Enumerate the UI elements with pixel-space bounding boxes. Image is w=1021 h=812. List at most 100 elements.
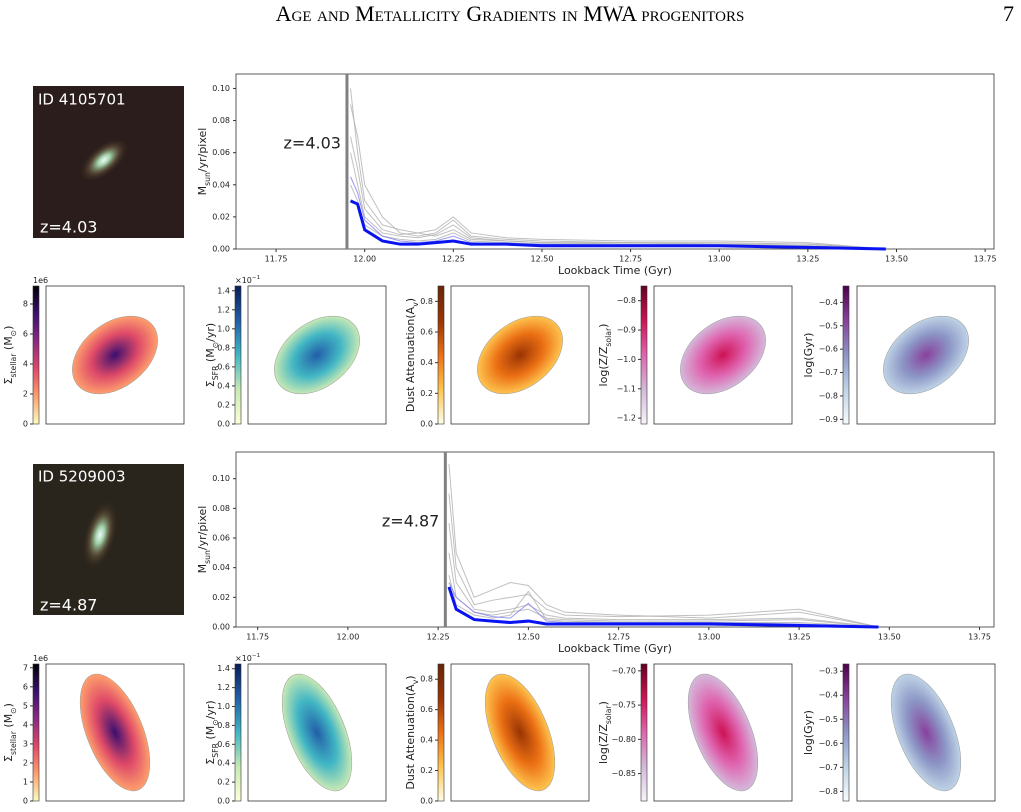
offset-label: 1e6 xyxy=(33,654,48,663)
colorbar-tick-label: 2 xyxy=(23,390,28,399)
colorbar xyxy=(437,285,445,425)
series-line xyxy=(350,136,886,250)
y-tick-label: 0.02 xyxy=(212,212,230,221)
y-tick-label: 0.06 xyxy=(212,534,230,543)
colorbar-tick-label: 7 xyxy=(23,663,28,672)
colorbar-label-part: ) xyxy=(404,675,417,679)
colorbar-label-part: SFR xyxy=(211,365,220,380)
colorbar-tick-label: 0.2 xyxy=(420,766,433,775)
colorbar-tick-label: 0.4 xyxy=(217,759,230,768)
colorbar-label: ΣSFR (M⊙/yr) xyxy=(204,323,220,387)
colorbar-tick-label: 0.6 xyxy=(420,328,433,337)
colorbar-tick-label: 5 xyxy=(23,701,28,710)
y-tick-label: 0.00 xyxy=(212,245,230,254)
colorbar-label-part: ) xyxy=(404,298,417,302)
x-tick-label: 12.00 xyxy=(336,633,359,642)
galaxy-image: ID 5209003 z=4.87 xyxy=(33,464,184,615)
colorbar-label-part: solar xyxy=(604,327,613,347)
colorbar-tick-label: 1.0 xyxy=(217,702,230,711)
colorbar-tick-label: 0.6 xyxy=(420,705,433,714)
x-axis-label: Lookback Time (Gyr) xyxy=(558,264,672,277)
series-line xyxy=(448,463,879,628)
colorbar-tick-label: 0 xyxy=(23,797,28,806)
colorbar-label-part: ⊙ xyxy=(211,342,220,348)
x-tick-label: 12.50 xyxy=(531,255,554,264)
colorbar-tick-label: −0.3 xyxy=(819,667,838,676)
series-line xyxy=(448,582,879,628)
y-tick-label: 0.00 xyxy=(212,623,230,632)
colorbar-label-part: (M xyxy=(2,714,15,731)
colorbar-label-part: ) xyxy=(597,701,610,705)
colorbar-tick-label: 0.0 xyxy=(217,420,230,429)
x-tick-label: 13.75 xyxy=(968,633,991,642)
colorbar-tick-label: −0.85 xyxy=(611,769,636,778)
y-axis-label-part: sun xyxy=(203,550,212,564)
colorbar-tick-label: 2 xyxy=(23,758,28,767)
x-axis-label: Lookback Time (Gyr) xyxy=(558,642,672,655)
x-tick-label: 11.75 xyxy=(265,255,288,264)
x-tick-label: 13.50 xyxy=(878,633,901,642)
y-axis-label: Msun/yr/pixel xyxy=(196,506,212,574)
colorbar-tick-label: 1.2 xyxy=(217,683,230,692)
colorbar-label-part: (M xyxy=(204,348,217,365)
colorbar-tick-label: −0.8 xyxy=(819,391,838,400)
y-tick-label: 0.10 xyxy=(212,474,230,483)
y-tick-label: 0.08 xyxy=(212,116,230,125)
colorbar-tick-label: 0.8 xyxy=(420,297,433,306)
series-line xyxy=(448,523,879,628)
x-tick-label: 13.75 xyxy=(974,255,997,264)
map-image xyxy=(274,315,360,395)
colorbar-label-part: ⊙ xyxy=(9,330,18,336)
x-tick-label: 13.00 xyxy=(708,255,731,264)
x-tick-label: 12.75 xyxy=(619,255,642,264)
y-tick-label: 0.02 xyxy=(212,593,230,602)
colorbar-label: Σstellar (M⊙) xyxy=(2,703,18,762)
colorbar xyxy=(842,663,850,802)
colorbar-label-part: /yr) xyxy=(204,323,217,342)
galaxy-redshift: z=4.03 xyxy=(40,218,97,237)
plot-frame xyxy=(235,73,995,250)
colorbar xyxy=(234,285,242,425)
galaxy-redshift: z=4.87 xyxy=(40,596,97,615)
colorbar-tick-label: −1.0 xyxy=(617,355,636,364)
colorbar-tick-label: 0.2 xyxy=(217,778,230,787)
colorbar xyxy=(640,663,648,802)
colorbar-label-part: log(Z/Z xyxy=(597,346,610,386)
map-image xyxy=(890,673,962,792)
redshift-annotation: z=4.87 xyxy=(382,512,439,531)
colorbar-tick-label: 0.2 xyxy=(217,400,230,409)
colorbar-tick-label: −0.5 xyxy=(819,321,838,330)
series-line xyxy=(350,104,886,250)
colorbar-tick-label: −0.7 xyxy=(819,763,838,772)
colorbar-tick-label: 1 xyxy=(23,777,28,786)
colorbar-label: ΣSFR (M⊙/yr) xyxy=(204,700,220,764)
colorbar-label-part: (M xyxy=(204,726,217,743)
colorbar-tick-label: −0.75 xyxy=(611,701,636,710)
colorbar xyxy=(640,285,648,425)
colorbar-label-part: SFR xyxy=(211,742,220,757)
map-image xyxy=(72,315,158,395)
colorbar-label-part: v xyxy=(411,679,420,684)
colorbar-tick-label: 0.8 xyxy=(217,343,230,352)
series-line xyxy=(350,152,886,250)
colorbar-label-part: ⊙ xyxy=(9,707,18,713)
colorbar-tick-label: 0.0 xyxy=(420,420,433,429)
y-tick-label: 0.10 xyxy=(212,84,230,93)
offset-label-part: −1 xyxy=(252,275,261,281)
colorbar-tick-label: −0.5 xyxy=(819,715,838,724)
colorbar-tick-label: 6 xyxy=(23,330,28,339)
y-tick-label: 0.06 xyxy=(212,148,230,157)
x-tick-label: 12.00 xyxy=(353,255,376,264)
colorbar-label-part: ) xyxy=(2,703,15,707)
colorbar-tick-label: −0.4 xyxy=(819,691,838,700)
colorbar-tick-label: −1.1 xyxy=(617,384,636,393)
colorbar-label-part: log(Gyr) xyxy=(802,333,815,378)
colorbar-tick-label: 0.6 xyxy=(217,740,230,749)
y-tick-label: 0.08 xyxy=(212,504,230,513)
colorbar-tick-label: −0.9 xyxy=(819,415,838,424)
colorbar-label-part: ⊙ xyxy=(211,719,220,725)
x-tick-label: 13.25 xyxy=(788,633,811,642)
x-tick-label: 13.50 xyxy=(885,255,908,264)
y-tick-label: 0.04 xyxy=(212,180,230,189)
x-tick-label: 12.25 xyxy=(427,633,450,642)
